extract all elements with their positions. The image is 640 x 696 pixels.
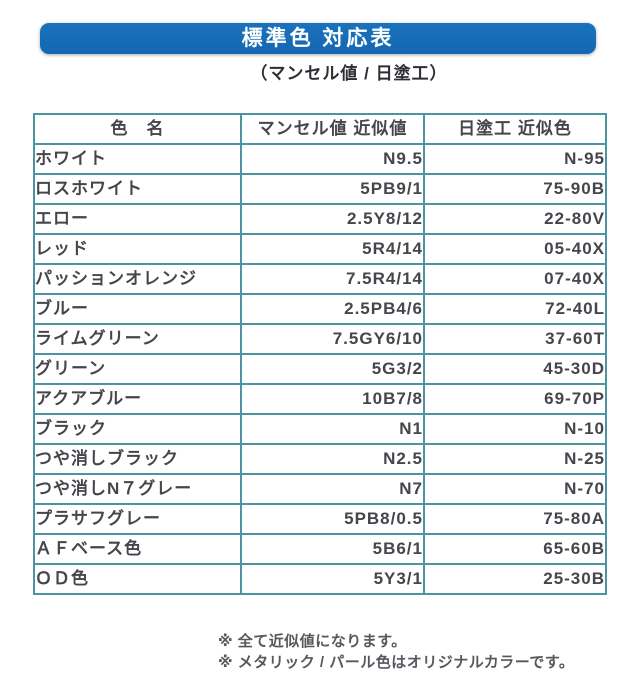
cell-color-name: パッションオレンジ — [33, 263, 242, 295]
cell-nittoko-color: N-25 — [423, 443, 607, 475]
cell-nittoko-color: 45-30D — [423, 353, 607, 385]
cell-nittoko-color: 22-80V — [423, 203, 607, 235]
header-color-name: 色 名 — [33, 113, 242, 145]
table-row: プラサフグレー 5PB8/0.5 75-80A — [33, 503, 607, 535]
table-row: ホワイト N9.5 N-95 — [33, 143, 607, 175]
header-munsell-value: マンセル値 近似値 — [240, 113, 425, 145]
cell-color-name: ブルー — [33, 293, 242, 325]
cell-munsell-value: 5PB8/0.5 — [240, 503, 425, 535]
cell-nittoko-color: N-10 — [423, 413, 607, 445]
cell-nittoko-color: 75-90B — [423, 173, 607, 205]
cell-color-name: つや消しN７グレー — [33, 473, 242, 505]
cell-nittoko-color: 05-40X — [423, 233, 607, 265]
cell-nittoko-color: N-95 — [423, 143, 607, 175]
table-row: グリーン 5G3/2 45-30D — [33, 353, 607, 385]
footer-notes: ※ 全て近似値になります。 ※ メタリック / パール色はオリジナルカラーです。 — [218, 631, 574, 673]
cell-color-name: プラサフグレー — [33, 503, 242, 535]
table-row: つや消しN７グレー N7 N-70 — [33, 473, 607, 505]
table-row: つや消しブラック N2.5 N-25 — [33, 443, 607, 475]
page-subtitle: （マンセル値 / 日塗工） — [250, 64, 448, 83]
cell-munsell-value: 10B7/8 — [240, 383, 425, 415]
table-row: ＯＤ色 5Y3/1 25-30B — [33, 563, 607, 595]
cell-nittoko-color: 72-40L — [423, 293, 607, 325]
cell-munsell-value: 2.5Y8/12 — [240, 203, 425, 235]
table-row: レッド 5R4/14 05-40X — [33, 233, 607, 265]
color-table-body: ホワイト N9.5 N-95 ロスホワイト 5PB9/1 75-90B エロー 2.5Y8/1… — [33, 143, 607, 595]
cell-munsell-value: N9.5 — [240, 143, 425, 175]
cell-nittoko-color: 37-60T — [423, 323, 607, 355]
table-row: パッションオレンジ 7.5R4/14 07-40X — [33, 263, 607, 295]
cell-nittoko-color: 65-60B — [423, 533, 607, 565]
cell-munsell-value: 5Y3/1 — [240, 563, 425, 595]
table-row: ブラック N1 N-10 — [33, 413, 607, 445]
table-row: アクアブルー 10B7/8 69-70P — [33, 383, 607, 415]
cell-munsell-value: N7 — [240, 473, 425, 505]
header-nittoko-color: 日塗工 近似色 — [423, 113, 607, 145]
table-row: エロー 2.5Y8/12 22-80V — [33, 203, 607, 235]
cell-munsell-value: 5B6/1 — [240, 533, 425, 565]
cell-nittoko-color: 75-80A — [423, 503, 607, 535]
cell-munsell-value: N1 — [240, 413, 425, 445]
table-row: ライムグリーン 7.5GY6/10 37-60T — [33, 323, 607, 355]
table-row: ブルー 2.5PB4/6 72-40L — [33, 293, 607, 325]
note-metallic-pearl: ※ メタリック / パール色はオリジナルカラーです。 — [218, 654, 575, 671]
page-title: 標準色 対応表 — [241, 26, 395, 50]
table-row: ロスホワイト 5PB9/1 75-90B — [33, 173, 607, 205]
cell-munsell-value: 7.5GY6/10 — [240, 323, 425, 355]
note-approximate-values: ※ 全て近似値になります。 — [218, 633, 407, 650]
cell-munsell-value: 2.5PB4/6 — [240, 293, 425, 325]
cell-color-name: ロスホワイト — [33, 173, 242, 205]
cell-color-name: ＯＤ色 — [33, 563, 242, 595]
cell-color-name: グリーン — [33, 353, 242, 385]
cell-color-name: つや消しブラック — [33, 443, 242, 475]
cell-color-name: アクアブルー — [33, 383, 242, 415]
cell-nittoko-color: 25-30B — [423, 563, 607, 595]
cell-color-name: レッド — [33, 233, 242, 265]
cell-color-name: ライムグリーン — [33, 323, 242, 355]
cell-nittoko-color: N-70 — [423, 473, 607, 505]
cell-munsell-value: N2.5 — [240, 443, 425, 475]
cell-munsell-value: 5PB9/1 — [240, 173, 425, 205]
cell-munsell-value: 5R4/14 — [240, 233, 425, 265]
cell-color-name: ブラック — [33, 413, 242, 445]
cell-nittoko-color: 69-70P — [423, 383, 607, 415]
cell-munsell-value: 7.5R4/14 — [240, 263, 425, 295]
color-correspondence-table: 色 名 マンセル値 近似値 日塗工 近似色 ホワイト N9.5 N-95 ロスホワイト… — [33, 113, 607, 595]
table-header-row: 色 名 マンセル値 近似値 日塗工 近似色 — [33, 113, 607, 145]
cell-color-name: ホワイト — [33, 143, 242, 175]
cell-nittoko-color: 07-40X — [423, 263, 607, 295]
cell-color-name: ＡＦベース色 — [33, 533, 242, 565]
table-row: ＡＦベース色 5B6/1 65-60B — [33, 533, 607, 565]
title-banner: 標準色 対応表 — [40, 23, 596, 54]
cell-munsell-value: 5G3/2 — [240, 353, 425, 385]
cell-color-name: エロー — [33, 203, 242, 235]
